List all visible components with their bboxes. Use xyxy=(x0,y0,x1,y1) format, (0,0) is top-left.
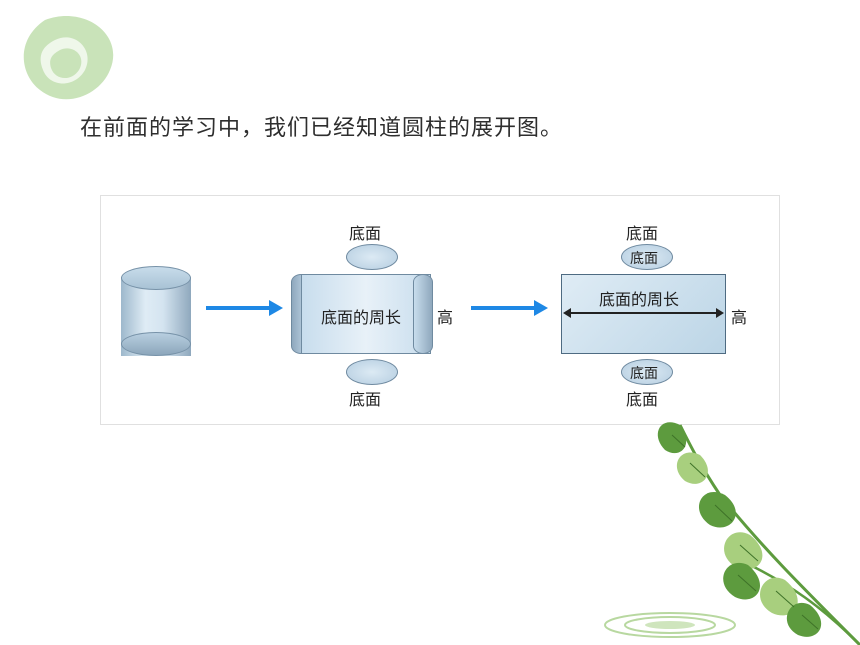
bottom-base-ellipse xyxy=(346,359,398,385)
top-base-ellipse xyxy=(346,244,398,270)
label-circumference: 底面的周长 xyxy=(321,304,401,328)
top-base-ellipse: 底面 xyxy=(621,244,673,270)
arrow-icon xyxy=(206,306,271,310)
intro-text: 在前面的学习中，我们已经知道圆柱的展开图。 xyxy=(80,110,563,142)
label-height: 高 xyxy=(731,304,747,328)
label-height: 高 xyxy=(437,304,453,328)
cylinder-unfold-diagram: 底面 底面的周长 高 底面 底面 底面 底面的周长 高 底面 底面 xyxy=(100,195,780,425)
branch-decoration xyxy=(540,405,860,645)
label-base-bottom: 底面 xyxy=(349,386,381,410)
unrolling-cylinder: 底面 底面的周长 高 底面 xyxy=(291,224,461,404)
label-base-top: 底面 xyxy=(349,220,381,244)
solid-cylinder xyxy=(121,266,191,356)
label-circumference: 底面的周长 xyxy=(599,286,679,310)
label-base-top: 底面 xyxy=(626,220,658,244)
leaf-blob-decoration xyxy=(15,10,135,120)
ripple-decoration xyxy=(600,610,740,640)
double-arrow-icon xyxy=(571,312,716,314)
arrow-icon xyxy=(471,306,536,310)
flat-net: 底面 底面 底面的周长 高 底面 底面 xyxy=(551,224,766,404)
bottom-base-ellipse: 底面 xyxy=(621,359,673,385)
